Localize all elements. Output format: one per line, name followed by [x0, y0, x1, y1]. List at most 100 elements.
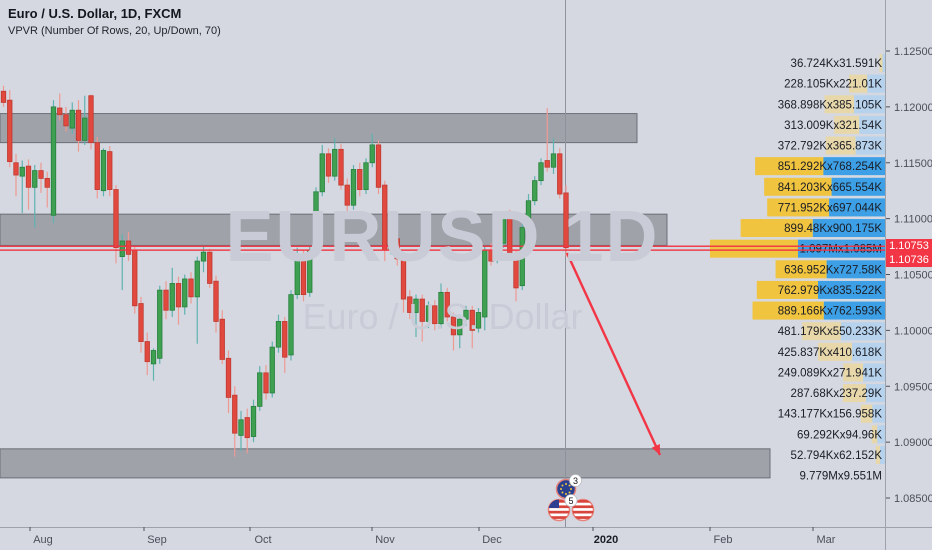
vp-down-volume-bar [872, 404, 885, 423]
price-axis-label[interactable]: 1.09500 [894, 381, 932, 393]
indicator-title[interactable]: VPVR (Number Of Rows, 20, Up/Down, 70) [8, 25, 221, 38]
bullish-candle [413, 298, 419, 313]
eu-flag-star [561, 484, 564, 487]
time-axis-label[interactable]: Nov [375, 534, 395, 546]
price-axis-label[interactable]: 1.12500 [894, 46, 932, 58]
bullish-candle [500, 214, 507, 244]
vp-down-volume-bar [854, 95, 885, 114]
vp-down-volume-bar [863, 363, 885, 382]
bearish-candle [469, 309, 475, 331]
bearish-candle [75, 109, 82, 141]
bullish-candle [525, 200, 532, 228]
vp-down-volume-bar [817, 280, 885, 299]
vp-down-volume-bar [823, 157, 885, 176]
price-axis-label[interactable]: 1.11500 [894, 158, 932, 170]
bearish-candle [38, 170, 44, 179]
bearish-candle [144, 341, 150, 363]
vp-row-label: 636.952Kx727.58K [784, 264, 882, 276]
vp-up-volume-bar [824, 95, 855, 114]
supply-demand-zone-1[interactable] [0, 113, 638, 144]
bullish-candle [50, 106, 57, 216]
price-axis-label[interactable]: 1.09000 [894, 437, 932, 449]
bearish-candle [282, 321, 288, 358]
price-axis-label[interactable]: 1.12000 [894, 102, 932, 114]
bearish-candle [432, 305, 438, 325]
bullish-candle [363, 162, 369, 190]
vp-up-volume-bar [764, 177, 832, 196]
bearish-candle [44, 177, 50, 188]
bullish-candle [157, 289, 163, 359]
bearish-candle [213, 280, 219, 322]
vp-row-label: 841.203Kx665.554K [778, 182, 883, 194]
bullish-candle [250, 405, 257, 437]
time-axis-label[interactable]: Dec [482, 534, 502, 546]
time-axis-label[interactable]: 2020 [594, 534, 618, 546]
time-axis-label[interactable]: Oct [254, 534, 271, 546]
vp-up-volume-bar [710, 239, 798, 258]
bearish-candle [557, 153, 563, 195]
vp-up-volume-bar [802, 322, 841, 341]
bullish-candle [319, 153, 325, 193]
bearish-candle [338, 148, 344, 186]
bullish-candle [82, 117, 88, 141]
price-tag-upper[interactable]: 1.10753 [886, 239, 932, 253]
price-tag-lower[interactable]: 1.10736 [886, 253, 932, 267]
event-count-badge-text: 3 [573, 476, 578, 486]
vp-row-label: 889.166Kx762.593K [778, 306, 883, 318]
event-count-badge [569, 474, 582, 487]
bearish-candle [219, 318, 225, 360]
vp-row-label: 249.089Kx271.941K [778, 367, 883, 379]
bearish-candle [188, 278, 194, 298]
time-axis-label[interactable]: Sep [147, 534, 167, 546]
bearish-candle [394, 238, 400, 260]
bearish-candle [244, 417, 250, 439]
vp-down-volume-bar [859, 115, 885, 134]
chart-legend: Euro / U.S. Dollar, 1D, FXCM VPVR (Numbe… [8, 6, 221, 39]
us-flag-icon-right[interactable] [571, 498, 595, 522]
vp-down-volume-bar [877, 425, 885, 444]
vp-up-volume-bar [842, 384, 866, 403]
price-axis-label[interactable]: 1.11000 [894, 214, 932, 226]
bullish-candle [463, 309, 469, 320]
bearish-candle [0, 90, 7, 103]
supply-demand-zone-3[interactable] [0, 448, 771, 479]
bearish-candle [400, 258, 407, 300]
vp-down-volume-bar [867, 74, 885, 93]
bearish-candle [357, 169, 363, 190]
bullish-candle [119, 240, 125, 258]
supply-demand-zone-2[interactable] [0, 213, 668, 246]
symbol-title[interactable]: Euro / U.S. Dollar, 1D, FXCM [8, 6, 182, 21]
trend-arrow-line[interactable] [565, 252, 662, 456]
bullish-candle [369, 144, 375, 164]
vp-up-volume-bar [752, 301, 824, 320]
time-axis-label[interactable]: Aug [33, 534, 53, 546]
vp-row-label: 52.794Kx62.152K [791, 450, 883, 462]
vp-down-volume-bar [826, 260, 885, 279]
vp-row-label: 143.177Kx156.958K [778, 409, 883, 421]
us-flag-stripe [572, 516, 594, 519]
us-flag-stripe [572, 500, 594, 503]
bearish-candle [132, 249, 138, 307]
bullish-candle [388, 238, 394, 251]
vp-up-volume-bar [775, 260, 827, 279]
bearish-candle [544, 160, 550, 168]
price-axis-label[interactable]: 1.08500 [894, 493, 932, 505]
time-axis-label[interactable]: Feb [714, 534, 733, 546]
trend-arrow-head [651, 444, 660, 455]
vp-down-volume-bar [855, 136, 885, 155]
bearish-candle [113, 189, 119, 249]
vp-up-volume-bar [843, 363, 864, 382]
price-axis-label[interactable]: 1.10500 [894, 270, 932, 282]
bullish-candle [150, 350, 157, 365]
bearish-candle [13, 162, 19, 176]
bullish-candle [313, 191, 319, 251]
price-axis-label[interactable]: 1.10000 [894, 325, 932, 337]
bullish-candle [532, 180, 538, 202]
bullish-candle [194, 260, 200, 298]
vp-up-volume-bar [755, 157, 824, 176]
vp-down-volume-bar [882, 54, 885, 72]
time-axis-label[interactable]: Mar [817, 534, 836, 546]
bullish-candle [288, 294, 294, 356]
bullish-candle [200, 251, 207, 262]
